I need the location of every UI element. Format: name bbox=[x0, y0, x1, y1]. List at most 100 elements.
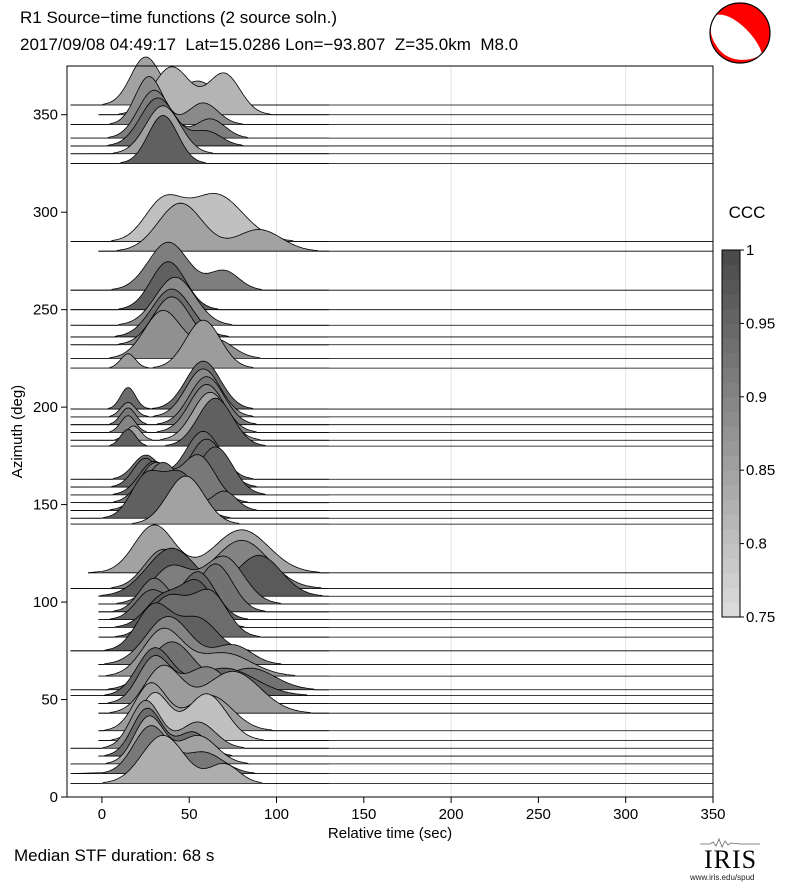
y-tick-label: 250 bbox=[33, 302, 58, 319]
colorbar-tick-label: 1 bbox=[746, 242, 754, 259]
colorbar-tick-label: 0.75 bbox=[746, 609, 775, 626]
stf-fill bbox=[101, 320, 329, 369]
stf-trace bbox=[70, 89, 329, 139]
stf-trace bbox=[70, 105, 329, 155]
y-tick-label: 300 bbox=[33, 204, 58, 221]
x-axis-label: Relative time (sec) bbox=[328, 825, 452, 842]
colorbar-segment bbox=[722, 264, 740, 280]
beachball-white-quadrant bbox=[710, 14, 762, 60]
iris-logo-text: IRIS bbox=[704, 845, 758, 874]
y-tick-label: 200 bbox=[33, 399, 58, 416]
y-tick-label: 0 bbox=[50, 789, 58, 806]
x-tick-label: 350 bbox=[700, 806, 725, 823]
colorbar-segment bbox=[722, 426, 740, 442]
colorbar-segment bbox=[722, 352, 740, 368]
colorbar-segment bbox=[722, 558, 740, 574]
x-tick-label: 250 bbox=[526, 806, 551, 823]
stf-trace bbox=[98, 571, 329, 621]
stf-trace bbox=[70, 602, 329, 652]
event-info: 2017/09/08 04:49:17 Lat=15.0286 Lon=−93.… bbox=[20, 35, 519, 54]
colorbar-segment bbox=[722, 528, 740, 545]
stf-trace bbox=[70, 475, 329, 525]
colorbar-frame bbox=[721, 249, 741, 618]
colorbar-segment bbox=[722, 602, 740, 618]
colorbar-tick-label: 0.95 bbox=[746, 315, 775, 332]
stf-trace bbox=[70, 438, 329, 488]
colorbar-title: CCC bbox=[729, 203, 766, 222]
colorbar-segment bbox=[722, 294, 740, 310]
stf-trace bbox=[98, 615, 329, 665]
stf-trace bbox=[70, 734, 329, 784]
stf-trace bbox=[70, 192, 329, 242]
stf-trace bbox=[98, 627, 329, 677]
colorbar-segment bbox=[722, 587, 740, 603]
colorbar-segment bbox=[722, 440, 740, 457]
stf-trace bbox=[70, 397, 329, 447]
stf-trace bbox=[98, 202, 329, 252]
x-tick-label: 300 bbox=[613, 806, 638, 823]
stf-trace bbox=[70, 76, 329, 125]
x-tick-label: 200 bbox=[439, 806, 464, 823]
median-duration: Median STF duration: 68 s bbox=[14, 846, 215, 865]
stf-trace bbox=[70, 276, 329, 326]
stf-fill bbox=[101, 470, 329, 519]
colorbar-segment bbox=[722, 367, 740, 383]
stf-fill bbox=[101, 476, 329, 525]
colorbar-segment bbox=[722, 250, 740, 266]
iris-logo: IRIS www.iris.edu/spud bbox=[690, 835, 770, 887]
stf-trace bbox=[98, 664, 329, 714]
x-tick-label: 150 bbox=[351, 806, 376, 823]
stf-trace bbox=[98, 682, 329, 732]
stf-trace bbox=[70, 97, 329, 147]
y-tick-label: 50 bbox=[41, 692, 58, 709]
beachball-outline bbox=[709, 2, 771, 64]
colorbar-segment bbox=[722, 455, 740, 471]
x-tick-label: 0 bbox=[98, 806, 106, 823]
stf-trace bbox=[70, 446, 329, 496]
stf-trace bbox=[70, 319, 329, 369]
colorbar-segment bbox=[722, 484, 740, 501]
stf-fill bbox=[101, 735, 329, 784]
iris-url: www.iris.edu/spud bbox=[690, 873, 755, 882]
stf-trace bbox=[70, 384, 329, 433]
stf-trace bbox=[70, 699, 329, 749]
stf-trace bbox=[70, 261, 329, 311]
stf-trace bbox=[70, 115, 329, 164]
chart-title: R1 Source−time functions (2 source soln.… bbox=[20, 8, 338, 27]
plot-frame bbox=[66, 65, 714, 798]
stf-trace bbox=[70, 715, 329, 765]
colorbar-segment bbox=[722, 470, 740, 486]
colorbar-segment bbox=[722, 411, 740, 427]
stf-trace bbox=[98, 563, 329, 613]
stf-fill bbox=[101, 398, 329, 447]
stf-trace bbox=[70, 241, 329, 291]
stf-trace bbox=[70, 725, 329, 775]
stf-trace bbox=[98, 654, 329, 704]
stf-trace bbox=[87, 524, 329, 574]
stf-trace bbox=[70, 376, 329, 426]
x-tick-label: 100 bbox=[264, 806, 289, 823]
colorbar-segment bbox=[722, 382, 740, 398]
y-tick-label: 100 bbox=[33, 594, 58, 611]
colorbar-segment bbox=[722, 396, 740, 412]
colorbar-segment bbox=[722, 543, 740, 559]
colorbar-segment bbox=[722, 279, 740, 295]
stf-trace bbox=[70, 360, 329, 410]
stf-trace bbox=[70, 391, 329, 441]
y-axis-label: Azimuth (deg) bbox=[9, 385, 26, 478]
stf-fill bbox=[101, 115, 329, 164]
stf-trace bbox=[70, 368, 329, 418]
colorbar-segment bbox=[722, 572, 740, 589]
stf-fill bbox=[101, 203, 329, 252]
x-tick-label: 50 bbox=[181, 806, 198, 823]
colorbar-tick-label: 0.85 bbox=[746, 462, 775, 479]
stf-fill bbox=[101, 310, 329, 359]
stf-trace bbox=[70, 430, 329, 480]
colorbar-segment bbox=[722, 308, 740, 324]
stf-fill bbox=[101, 289, 329, 337]
colorbar-tick-label: 0.8 bbox=[746, 536, 767, 553]
y-tick-label: 150 bbox=[33, 497, 58, 514]
y-tick-label: 350 bbox=[33, 107, 58, 124]
colorbar-segment bbox=[722, 514, 740, 530]
